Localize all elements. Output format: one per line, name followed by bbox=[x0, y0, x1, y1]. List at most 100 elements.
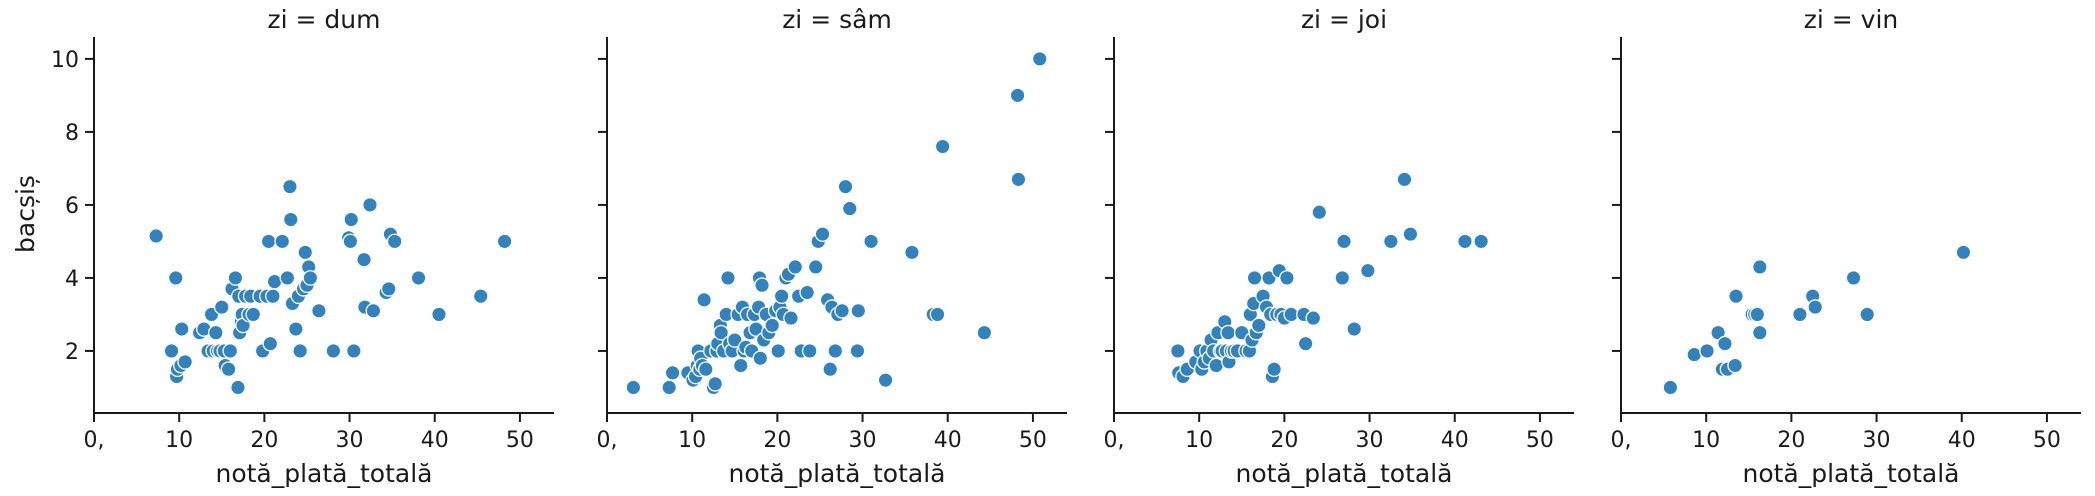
data-point bbox=[877, 372, 894, 388]
y-tick-label: 2 bbox=[65, 340, 79, 365]
data-point bbox=[207, 324, 224, 341]
data-point bbox=[1031, 51, 1048, 67]
x-axis-label: notă_plată_totală bbox=[1742, 459, 1959, 488]
data-point bbox=[282, 211, 299, 228]
data-point bbox=[1402, 226, 1419, 242]
data-point bbox=[1279, 270, 1295, 286]
data-point bbox=[1305, 310, 1322, 326]
data-point bbox=[1334, 270, 1351, 286]
x-tick-label: 20 bbox=[250, 428, 278, 453]
data-point bbox=[764, 317, 781, 334]
data-point bbox=[279, 270, 296, 286]
data-point bbox=[664, 364, 681, 381]
data-point bbox=[431, 306, 447, 323]
data-point bbox=[1859, 306, 1876, 323]
y-tick-label: 6 bbox=[65, 194, 79, 219]
data-point bbox=[625, 379, 642, 396]
data-point bbox=[1396, 171, 1413, 188]
panel-title: zi = joi bbox=[1301, 5, 1387, 34]
panel-4: zi = vin 0, 10 20 30 40 50 notă_plată_totală bbox=[1611, 5, 2081, 488]
data-point bbox=[220, 361, 237, 378]
x-tick-label: 0, bbox=[84, 428, 105, 453]
data-point bbox=[1686, 346, 1703, 363]
data-point bbox=[720, 270, 736, 286]
data-point bbox=[1752, 259, 1768, 275]
x-tick-label: 30 bbox=[849, 428, 877, 453]
data-point bbox=[732, 357, 749, 374]
data-point bbox=[929, 306, 946, 323]
data-point bbox=[1220, 324, 1236, 341]
data-point bbox=[1457, 233, 1473, 250]
data-point bbox=[1208, 357, 1225, 374]
data-point bbox=[754, 277, 770, 294]
data-point bbox=[148, 228, 165, 244]
data-point bbox=[365, 302, 382, 319]
data-point bbox=[163, 343, 180, 359]
data-point bbox=[1752, 324, 1768, 341]
data-point bbox=[325, 343, 342, 359]
data-point bbox=[1170, 343, 1186, 359]
data-point bbox=[807, 259, 824, 275]
data-point bbox=[265, 288, 281, 305]
data-point bbox=[1662, 379, 1679, 396]
data-point bbox=[472, 288, 489, 305]
data-point bbox=[260, 233, 277, 250]
data-point bbox=[1297, 335, 1314, 352]
data-point bbox=[1807, 299, 1824, 315]
data-point bbox=[934, 138, 951, 155]
data-point bbox=[752, 350, 769, 367]
data-point bbox=[282, 178, 298, 195]
data-point bbox=[697, 361, 714, 378]
data-point bbox=[1009, 87, 1026, 104]
data-point bbox=[1250, 317, 1267, 334]
y-tick-label: 4 bbox=[65, 267, 79, 292]
data-point bbox=[1010, 171, 1027, 188]
y-tick-label: 8 bbox=[65, 121, 79, 146]
x-tick-label: 10 bbox=[678, 428, 706, 453]
data-point bbox=[380, 281, 397, 297]
x-tick-label: 50 bbox=[2033, 428, 2061, 453]
x-tick-label: 30 bbox=[336, 428, 364, 453]
data-point bbox=[1336, 233, 1352, 250]
data-point bbox=[410, 270, 427, 286]
x-tick-label: 10 bbox=[1185, 428, 1213, 453]
data-point bbox=[783, 310, 799, 326]
x-tick-label: 30 bbox=[1863, 428, 1891, 453]
data-point bbox=[343, 211, 360, 228]
x-tick-label: 40 bbox=[934, 428, 962, 453]
y-tick-label: 10 bbox=[51, 48, 79, 73]
data-point bbox=[1728, 288, 1744, 305]
data-point bbox=[976, 324, 993, 341]
data-point bbox=[311, 302, 327, 319]
data-point bbox=[661, 379, 678, 396]
data-point bbox=[1845, 270, 1862, 286]
data-point bbox=[1699, 343, 1715, 359]
data-point bbox=[302, 270, 319, 286]
panel-1: zi = dum 2 4 6 8 10 0, 10 20 30 40 50 notă_plată_tot… bbox=[51, 5, 554, 488]
data-point bbox=[342, 233, 359, 250]
data-point bbox=[814, 226, 831, 242]
data-point bbox=[356, 251, 372, 268]
data-point bbox=[787, 259, 804, 275]
data-point bbox=[345, 343, 362, 359]
data-point bbox=[837, 178, 854, 195]
data-point bbox=[1311, 204, 1328, 221]
scatter-points bbox=[1662, 244, 1972, 396]
panel-title: zi = dum bbox=[268, 5, 381, 34]
x-axis-label: notă_plată_totală bbox=[215, 459, 432, 488]
scatter-points bbox=[1170, 171, 1489, 385]
data-point bbox=[262, 335, 279, 352]
x-tick-label: 40 bbox=[1948, 428, 1976, 453]
data-point bbox=[362, 197, 378, 213]
data-point bbox=[827, 343, 844, 359]
data-point bbox=[386, 233, 403, 250]
data-point bbox=[863, 233, 879, 250]
data-point bbox=[496, 233, 513, 250]
data-point bbox=[841, 200, 858, 217]
data-point bbox=[770, 343, 787, 359]
y-axis-label: bacșiș bbox=[11, 175, 40, 253]
data-point bbox=[230, 379, 246, 396]
data-point bbox=[1792, 306, 1808, 323]
data-point bbox=[850, 302, 867, 319]
data-point bbox=[849, 343, 866, 359]
